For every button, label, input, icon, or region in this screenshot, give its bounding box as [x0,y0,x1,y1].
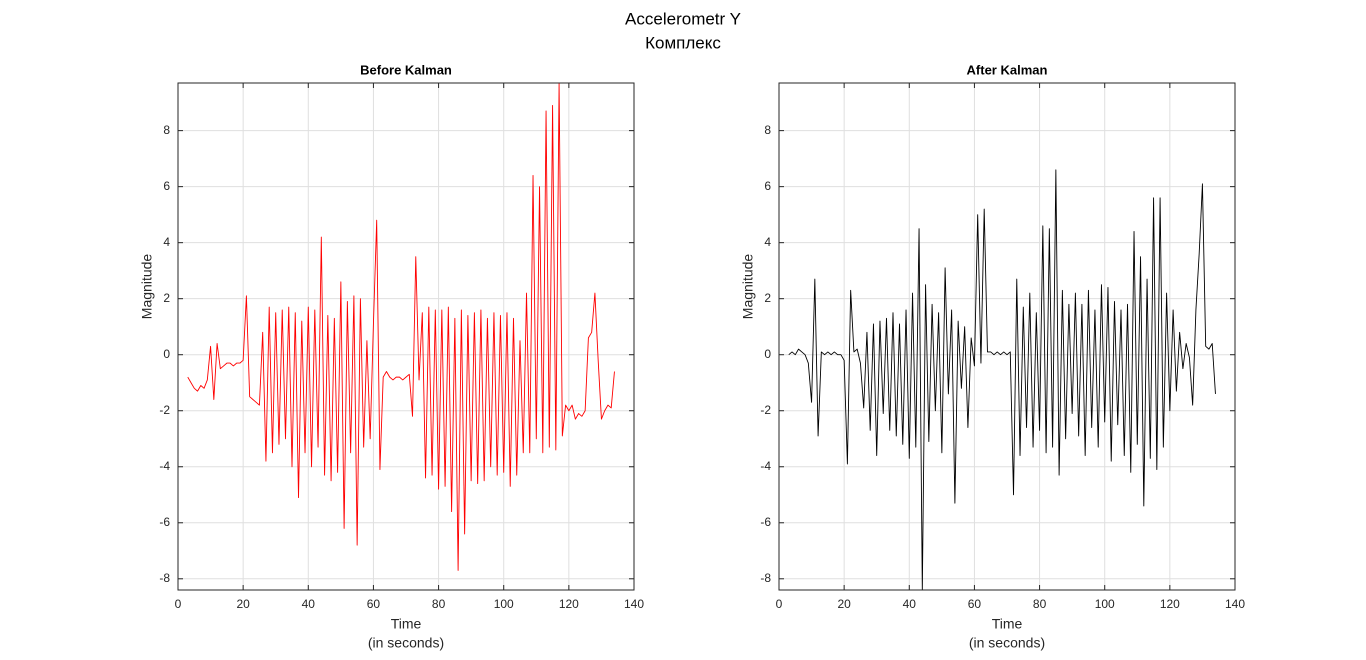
x-tick-label: 80 [432,597,446,611]
y-tick-label: 4 [163,235,170,249]
figure-title: Accelerometr Y [625,9,741,28]
x-tick-label: 0 [175,597,182,611]
axes-title: After Kalman [967,62,1048,77]
x-tick-label: 40 [302,597,316,611]
x-axis-label: Time [992,616,1023,632]
y-tick-label: -8 [159,571,170,585]
x-tick-label: 80 [1033,597,1047,611]
axes-title: Before Kalman [360,62,452,77]
y-tick-label: 6 [163,179,170,193]
x-axis-label: Time [391,616,422,632]
y-tick-label: -6 [159,515,170,529]
x-tick-label: 0 [776,597,783,611]
data-line [187,82,615,571]
x-tick-label: 40 [903,597,917,611]
plot-area [178,83,634,590]
y-tick-label: -8 [760,571,771,585]
y-tick-label: -2 [760,403,771,417]
x-tick-label: 20 [837,597,851,611]
y-axis-label: Magnitude [139,254,155,320]
y-tick-label: -6 [760,515,771,529]
x-tick-label: 140 [624,597,644,611]
x-tick-label: 20 [236,597,250,611]
x-tick-label: 140 [1225,597,1245,611]
y-tick-label: 2 [764,291,771,305]
axes-box [778,82,1236,591]
y-tick-label: -2 [159,403,170,417]
y-axis-label: Magnitude [740,254,756,320]
x-tick-label: 120 [1160,597,1180,611]
x-tick-label: 100 [1095,597,1115,611]
x-tick-label: 100 [494,597,514,611]
x-axis-label: (in seconds) [969,635,1045,651]
plot-area [779,83,1235,590]
x-tick-label: 60 [367,597,381,611]
figure-subtitle: Комплекс [645,33,721,52]
y-tick-label: 0 [764,347,771,361]
y-tick-label: 4 [764,235,771,249]
x-tick-label: 60 [968,597,982,611]
y-tick-label: -4 [159,459,170,473]
y-tick-label: 0 [163,347,170,361]
y-tick-label: 8 [764,123,771,137]
y-tick-label: 2 [163,291,170,305]
axes-box [177,82,635,591]
data-line [788,169,1216,591]
y-tick-label: 6 [764,179,771,193]
y-tick-label: -4 [760,459,771,473]
y-tick-label: 8 [163,123,170,137]
x-axis-label: (in seconds) [368,635,444,651]
x-tick-label: 120 [559,597,579,611]
